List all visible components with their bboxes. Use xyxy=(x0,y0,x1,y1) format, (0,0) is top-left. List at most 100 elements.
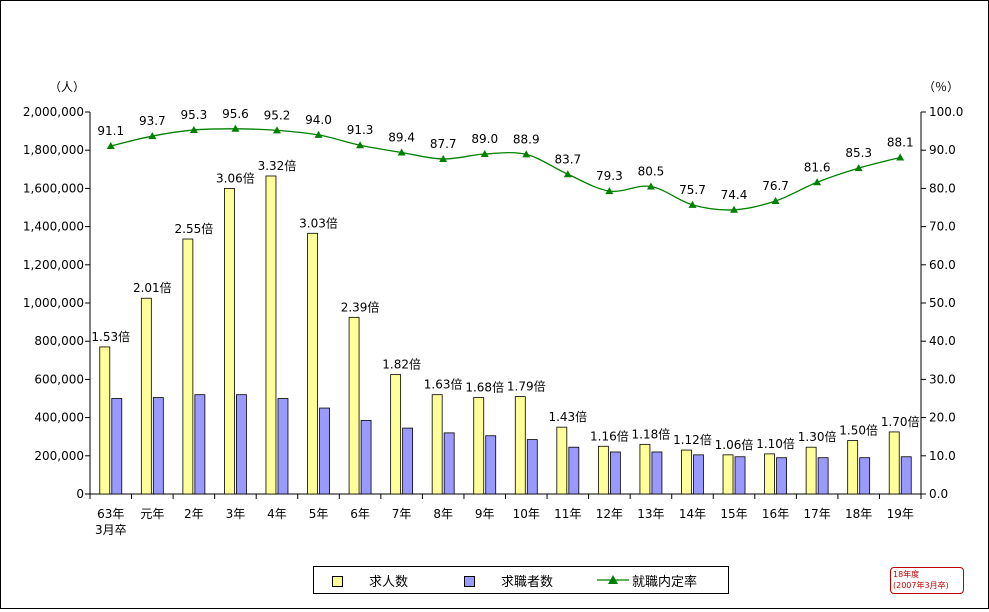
legend-swatch-job-offers xyxy=(332,576,343,587)
rate-point xyxy=(605,187,614,195)
right-tick-label: 30.0 xyxy=(929,372,956,386)
bar-job-offers xyxy=(764,453,775,495)
rate-label: 75.7 xyxy=(679,183,706,197)
right-tick-label: 10.0 xyxy=(929,449,956,463)
bar-job-seekers xyxy=(526,439,538,495)
rate-line xyxy=(110,128,901,211)
rate-label: 79.3 xyxy=(596,169,623,183)
bar-job-seekers xyxy=(817,457,829,495)
rate-point xyxy=(896,153,905,161)
rate-label: 76.7 xyxy=(762,179,789,193)
ratio-label: 1.50倍 xyxy=(839,423,878,438)
x-tick-label: 63年 xyxy=(97,507,124,521)
legend: 求人数 求職者数 就職内定率 xyxy=(313,566,729,594)
ratio-label: 1.18倍 xyxy=(632,426,671,441)
bar-job-seekers xyxy=(319,407,330,495)
rate-label: 74.4 xyxy=(721,188,748,202)
ratio-label: 1.70倍 xyxy=(881,414,920,429)
rate-point xyxy=(356,141,365,149)
x-tick-label: 6年 xyxy=(350,507,370,521)
x-tick-label: 14年 xyxy=(679,507,706,521)
x-tick-label: 元年 xyxy=(140,507,164,521)
rate-point xyxy=(314,130,323,138)
bar-job-offers xyxy=(888,431,900,495)
rate-point xyxy=(106,141,115,149)
ratio-label: 1.53倍 xyxy=(91,329,130,344)
left-tick-label: 1,800,000 xyxy=(23,143,84,157)
bar-job-seekers xyxy=(900,456,912,495)
bar-job-seekers xyxy=(443,432,455,495)
bar-job-seekers xyxy=(568,446,580,495)
left-tick-label: 1,400,000 xyxy=(23,220,84,234)
left-tick-label: 0 xyxy=(76,487,84,501)
rate-point xyxy=(813,178,822,186)
bar-job-seekers xyxy=(485,435,497,495)
bar-job-offers xyxy=(597,445,609,495)
bar-job-offers xyxy=(805,446,817,495)
bar-job-seekers xyxy=(277,398,289,495)
x-tick-label: 10年 xyxy=(513,507,540,521)
left-axis-unit: （人） xyxy=(49,80,85,94)
bar-job-offers xyxy=(722,454,734,495)
bar-job-seekers xyxy=(776,457,787,495)
ratio-label: 3.32倍 xyxy=(258,158,297,173)
x-tick-label: 4年 xyxy=(267,507,287,521)
rate-label: 91.3 xyxy=(347,123,374,137)
rate-point xyxy=(189,125,198,133)
rate-label: 95.2 xyxy=(264,108,291,122)
x-tick-label: 3年 xyxy=(226,507,246,521)
right-tick-label: 40.0 xyxy=(929,334,956,348)
x-tick-label: 19年 xyxy=(887,507,914,521)
bar-job-offers xyxy=(681,449,692,495)
bar-job-seekers xyxy=(152,397,164,495)
rate-label: 89.4 xyxy=(388,130,415,144)
rate-point xyxy=(231,124,240,132)
rate-label: 80.5 xyxy=(638,164,665,178)
x-tick-label: 18年 xyxy=(845,507,872,521)
right-tick-label: 90.0 xyxy=(929,143,956,157)
ratio-label: 2.39倍 xyxy=(341,299,380,314)
ratio-label: 1.43倍 xyxy=(548,409,587,424)
rate-point xyxy=(563,170,572,178)
x-tick-label: 16年 xyxy=(762,507,789,521)
ratio-label: 3.06倍 xyxy=(216,170,255,185)
rate-label: 81.6 xyxy=(804,160,831,174)
rate-label: 88.1 xyxy=(887,135,914,149)
x-tick-label: 17年 xyxy=(803,507,830,521)
bar-job-seekers xyxy=(111,398,123,495)
bar-job-offers xyxy=(348,316,360,495)
bar-job-offers xyxy=(99,346,111,495)
rate-point xyxy=(771,197,780,205)
bar-job-offers xyxy=(265,175,277,495)
rate-label: 83.7 xyxy=(554,152,581,166)
right-tick-label: 50.0 xyxy=(929,296,956,310)
rate-label: 87.7 xyxy=(430,137,457,151)
rate-label: 94.0 xyxy=(305,113,332,127)
bar-job-offers xyxy=(431,394,443,495)
rate-label: 95.3 xyxy=(181,108,208,122)
x-tick-label: 9年 xyxy=(475,507,495,521)
ratio-label: 2.55倍 xyxy=(175,221,214,236)
ratio-label: 1.30倍 xyxy=(798,429,837,444)
rate-point xyxy=(730,205,739,213)
x-tick-label: 15年 xyxy=(720,507,747,521)
left-tick-label: 1,000,000 xyxy=(23,296,84,310)
x-tick-label: 12年 xyxy=(596,507,623,521)
x-tick-label: 13年 xyxy=(637,507,664,521)
right-tick-label: 80.0 xyxy=(929,181,956,195)
rate-point xyxy=(646,182,655,190)
legend-label-job-seekers: 求職者数 xyxy=(501,575,554,590)
rate-label: 88.9 xyxy=(513,132,540,146)
rate-label: 93.7 xyxy=(139,114,166,128)
ratio-label: 3.03倍 xyxy=(299,215,338,230)
rate-point xyxy=(397,148,406,156)
note-box: 18年度 (2007年3月卒) xyxy=(890,567,964,594)
bar-job-offers xyxy=(847,440,859,495)
bar-job-seekers xyxy=(734,456,746,495)
ratio-label: 1.12倍 xyxy=(673,432,712,447)
right-tick-label: 60.0 xyxy=(929,258,956,272)
ratio-label: 1.16倍 xyxy=(590,428,629,443)
bar-job-offers xyxy=(473,397,485,495)
bar-job-offers xyxy=(182,238,194,495)
